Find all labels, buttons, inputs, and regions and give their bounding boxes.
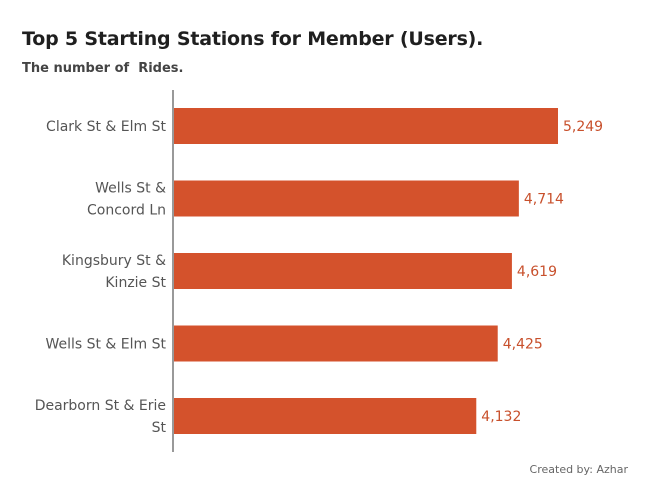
chart-subtitle: The number of Rides. bbox=[22, 61, 184, 76]
category-label: Kingsbury St & Kinzie St bbox=[62, 253, 167, 291]
category-labels-group: Clark St & Elm St Wells St & Concord Ln Kin… bbox=[35, 119, 167, 436]
category-label-line: Concord Ln bbox=[87, 203, 166, 219]
category-label-line: Dearborn St & Erie bbox=[35, 398, 166, 414]
bar bbox=[174, 398, 477, 434]
category-label: Wells St & Concord Ln bbox=[87, 181, 166, 219]
credit-footer: Created by: Azhar bbox=[529, 463, 628, 476]
category-label: Wells St & Elm St bbox=[45, 337, 166, 353]
value-label: 4,425 bbox=[503, 337, 543, 353]
bar bbox=[174, 325, 498, 362]
category-label-line: Kingsbury St & bbox=[62, 253, 166, 269]
bar bbox=[174, 180, 519, 217]
category-label-line: Wells St & Elm St bbox=[45, 337, 166, 353]
value-label: 4,132 bbox=[481, 409, 521, 425]
category-label-line: Kinzie St bbox=[105, 275, 166, 291]
bar bbox=[174, 108, 558, 144]
bars-group bbox=[174, 108, 558, 434]
category-label: Dearborn St & Erie St bbox=[35, 398, 167, 436]
category-label-line: St bbox=[152, 420, 167, 436]
category-label-line: Clark St & Elm St bbox=[46, 119, 166, 135]
value-label: 5,249 bbox=[563, 119, 603, 135]
category-label: Clark St & Elm St bbox=[46, 119, 166, 135]
chart-title: Top 5 Starting Stations for Member (User… bbox=[22, 28, 484, 50]
value-labels-group: 5,249 4,714 4,619 4,425 4,132 bbox=[481, 119, 603, 425]
value-label: 4,619 bbox=[517, 264, 557, 280]
category-label-line: Wells St & bbox=[95, 181, 166, 197]
bar bbox=[174, 253, 512, 289]
value-label: 4,714 bbox=[524, 192, 564, 208]
